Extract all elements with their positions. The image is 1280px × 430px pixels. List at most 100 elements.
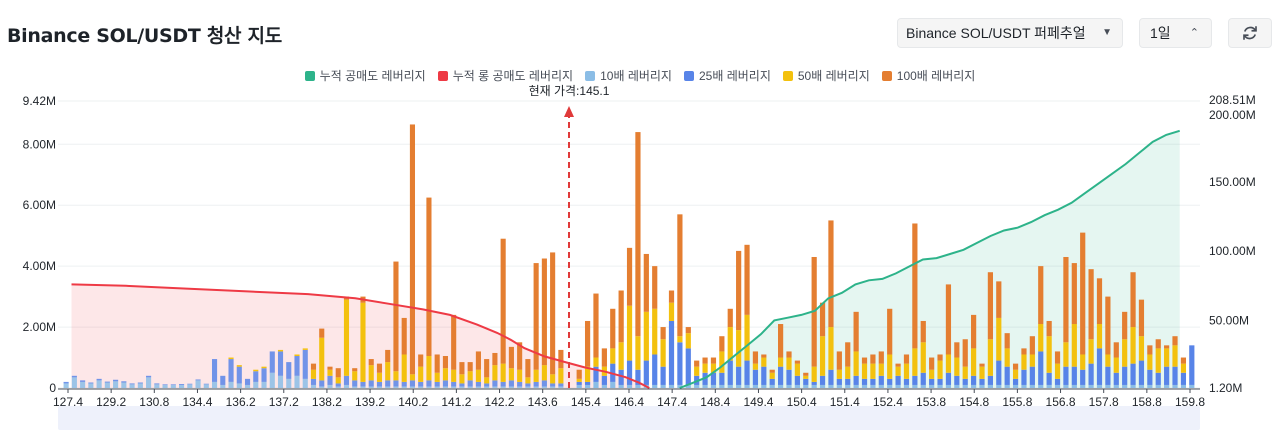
bar-segment [1088,339,1094,364]
bar-segment [418,381,424,387]
bar-segment [971,384,977,388]
bar-segment [1130,363,1136,385]
bar-segment [702,363,708,373]
bar-segment [1071,324,1077,367]
bar-segment [244,378,251,385]
bar-segment [467,371,473,381]
bar-segment [434,386,440,388]
bar-segment [828,384,834,388]
bar-segment [517,342,523,370]
bar-segment [451,314,457,370]
legend-item-short[interactable]: 누적 공매도 레버리지 [304,67,426,84]
bar-segment [187,384,193,388]
bar-segment [962,384,968,388]
bar-segment [1138,299,1145,337]
bar-segment [962,339,968,367]
bar-segment [1088,363,1094,385]
x-tick-label: 143.6 [528,395,558,409]
bar-segment [104,382,110,388]
bar-segment [1180,357,1187,364]
bar-segment [475,386,481,388]
legend-item-10x[interactable]: 10배 레버리지 [585,67,672,84]
range-scrollbar[interactable] [58,406,1200,430]
bar-segment [319,337,325,381]
bar-segment [541,386,547,388]
bar-segment [1029,336,1035,355]
bar-segment [484,377,490,384]
bar-segment [920,372,926,385]
refresh-button[interactable] [1228,18,1272,48]
current-price-arrow-icon [564,106,574,117]
bar-segment [719,351,725,373]
bar-segment [104,381,110,383]
bar-segment [1004,384,1010,388]
bar-segment [492,365,498,381]
bar-segment [525,377,531,384]
bar-segment [1012,369,1019,379]
bar-segment [912,384,918,388]
bar-segment [836,369,842,379]
bar-segment [1021,348,1027,355]
bar-segment [626,247,633,306]
bar-segment [635,369,641,385]
bar-segment [508,380,514,387]
pair-select[interactable]: Binance SOL/USDT 퍼페추얼 ▼ [897,18,1123,48]
bar-segment [88,383,94,388]
bar-segment [1113,384,1119,388]
bar-segment [660,384,666,388]
bar-segment [401,317,407,355]
bar-segment [903,363,910,379]
bar-segment [277,351,284,376]
bar-segment [170,384,176,388]
bar-segment [593,366,599,382]
bar-segment [253,371,259,382]
bar-segment [459,386,465,388]
bar-segment [1113,342,1119,358]
legend-item-100x[interactable]: 100배 레버리지 [881,67,975,84]
legend-label: 10배 레버리지 [600,69,672,83]
bar-segment [593,381,599,388]
period-select[interactable]: 1일 ⌃ [1139,18,1212,48]
bar-segment [584,320,591,367]
bar-segment [401,354,407,382]
bar-segment [1038,384,1044,388]
bar-segment [1122,366,1128,385]
bar-segment [1105,354,1111,367]
legend-item-50x[interactable]: 50배 레버리지 [782,67,870,84]
bar-segment [870,363,876,379]
bar-segment [533,386,539,388]
bar-segment [593,293,599,358]
bar-segment [870,384,876,388]
bar-segment [442,368,448,381]
x-tick-label: 130.8 [139,395,169,409]
bar-segment [584,381,591,385]
legend-item-25x[interactable]: 25배 레버리지 [683,67,771,84]
bar-segment [319,380,325,387]
bar-segment [836,351,842,370]
bar-segment [146,375,152,378]
bar-segment [794,375,800,385]
y-left-tick-label: 6.00M [23,198,56,212]
bar-segment [945,284,952,355]
bar-segment [685,333,691,349]
x-tick-label: 139.2 [355,395,385,409]
bar-segment [929,378,935,385]
bar-segment [727,327,733,361]
bar-segment [736,250,742,331]
bar-segment [533,381,539,387]
bar-segment [979,384,985,388]
bar-segment [987,272,994,340]
legend-item-long[interactable]: 누적 롱 공매도 레버리지 [437,67,573,84]
bar-segment [895,366,901,376]
bar-segment [500,381,506,387]
bar-segment [861,363,868,379]
bar-segment [861,384,868,388]
bar-segment [937,354,943,361]
bar-segment [360,381,366,387]
x-tick-label: 158.8 [1132,395,1162,409]
bar-segment [376,381,383,387]
bar-segment [1138,336,1145,361]
bar-segment [1105,366,1111,385]
bar-segment [752,384,759,388]
